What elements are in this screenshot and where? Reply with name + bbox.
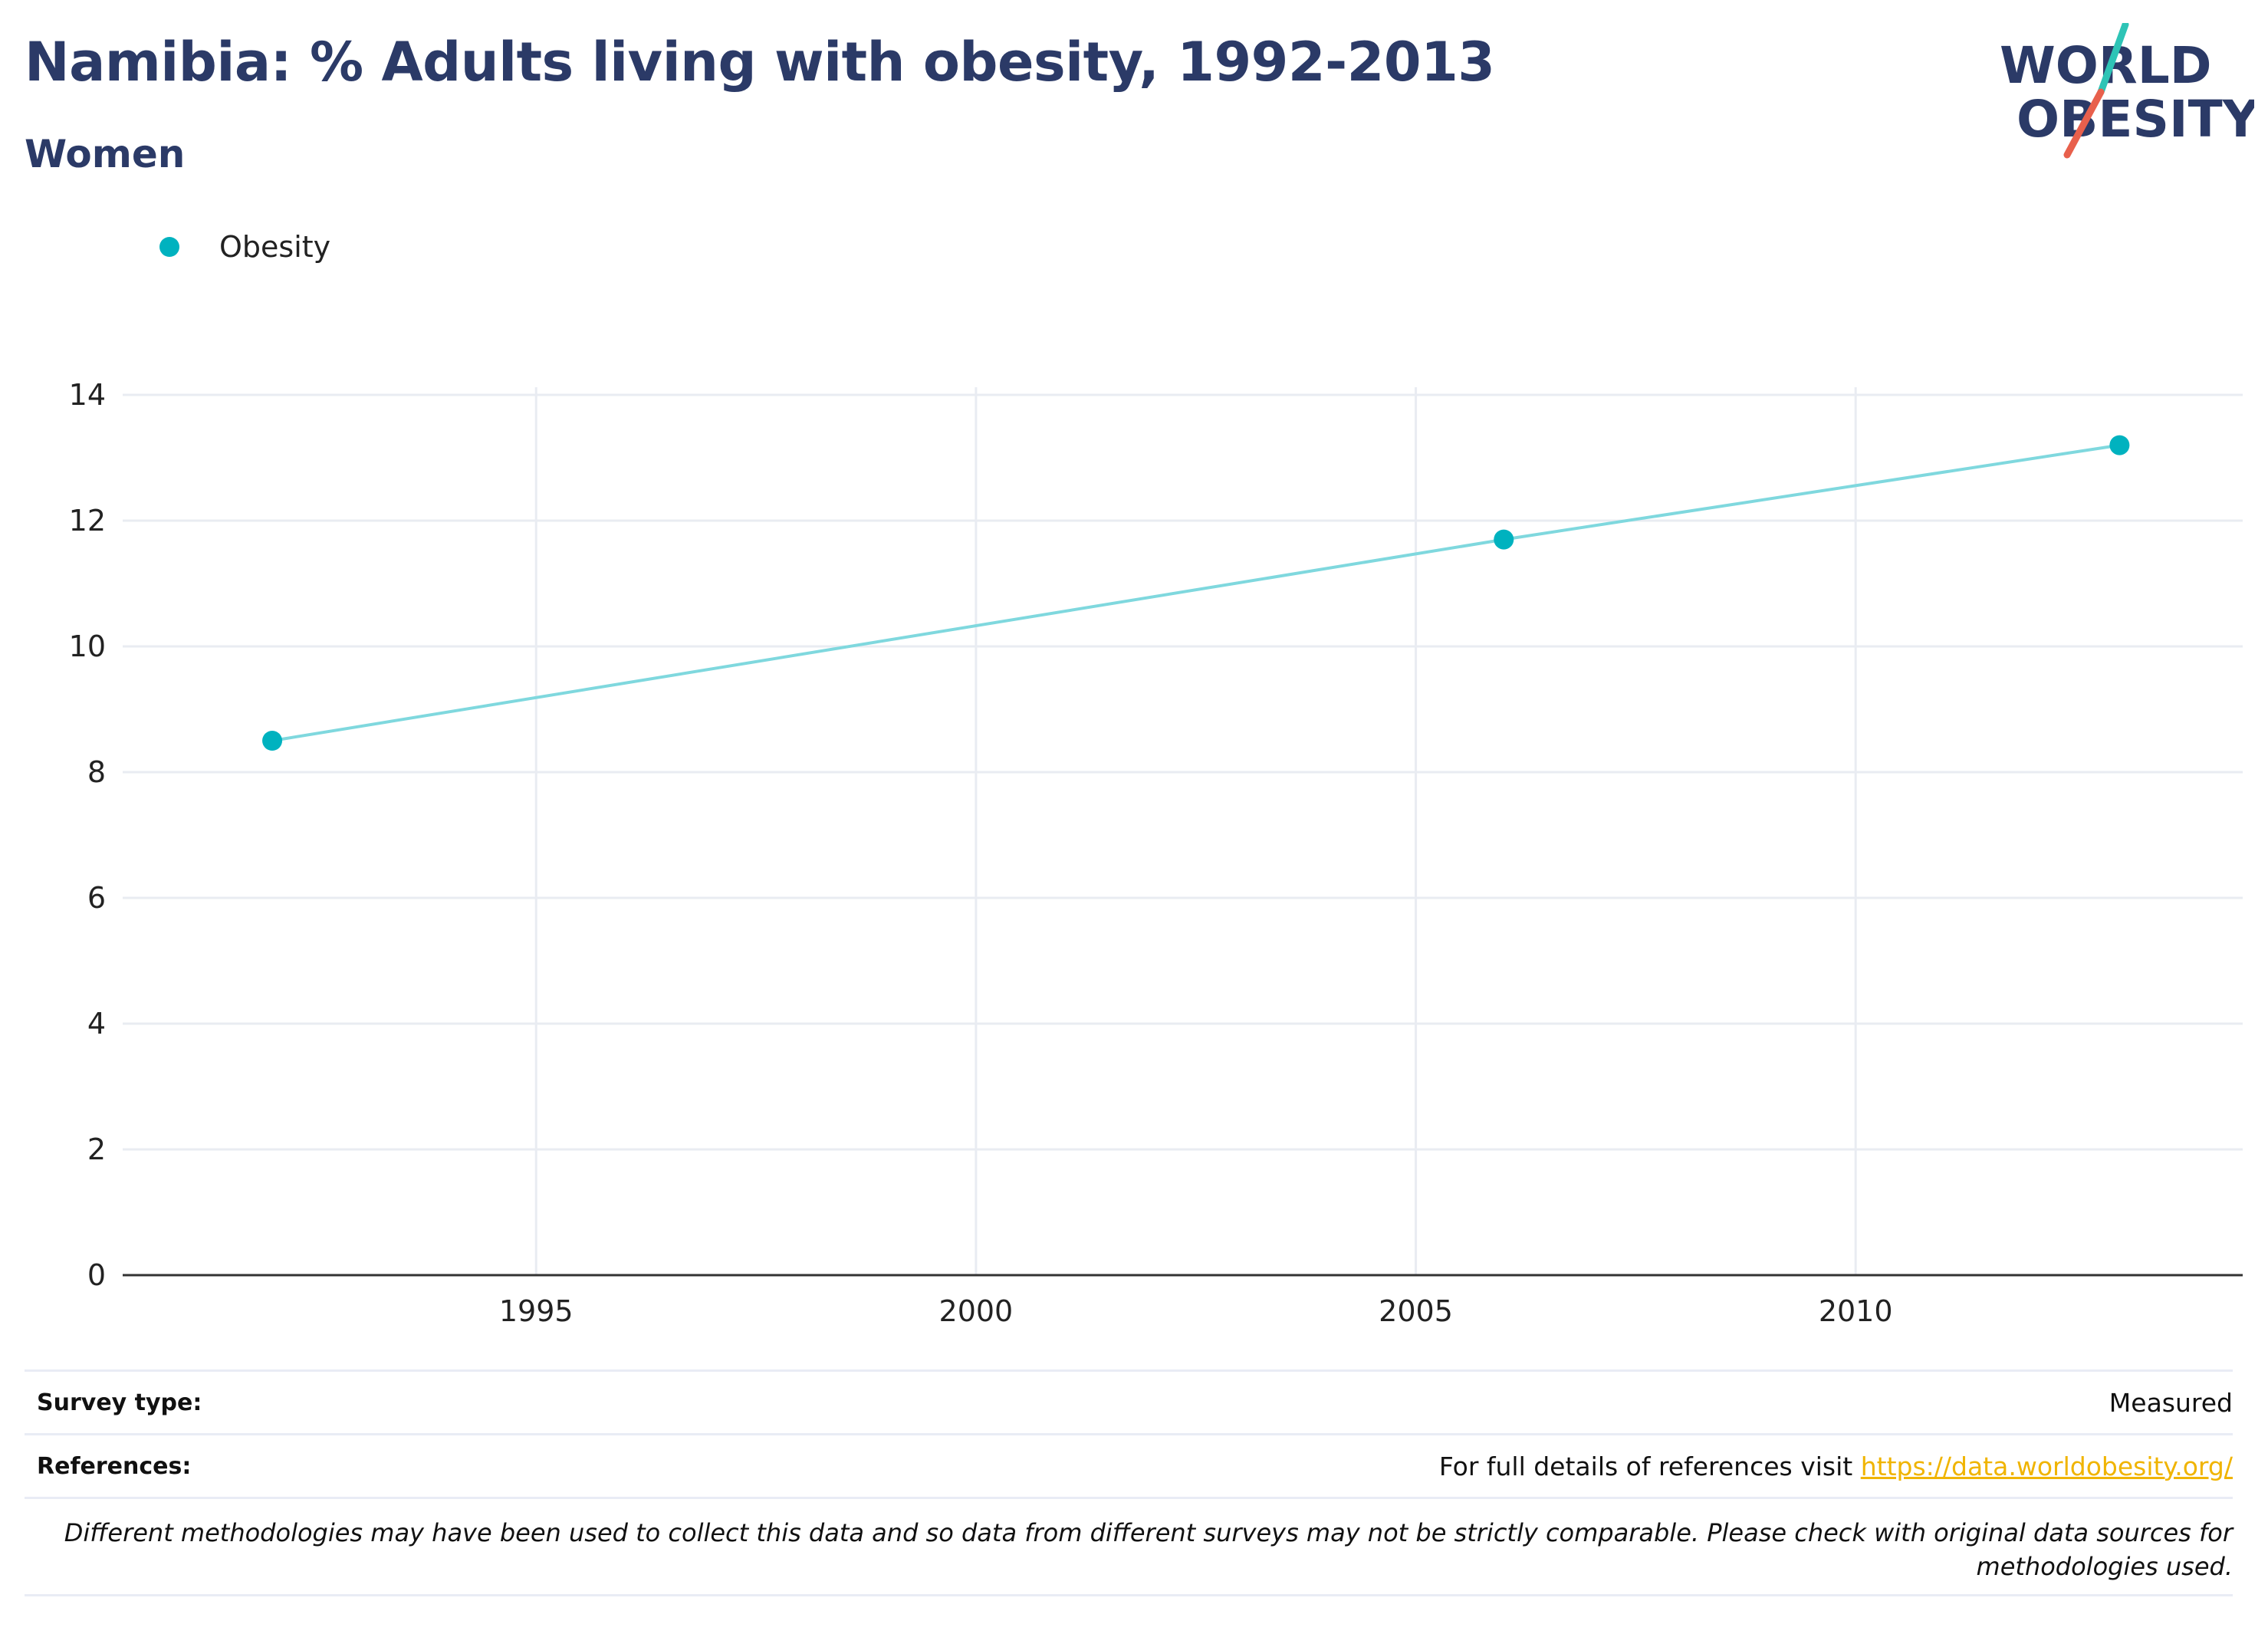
chart-legend: Obesity — [159, 230, 330, 264]
legend-label-obesity: Obesity — [219, 230, 331, 264]
survey-type-label: Survey type: — [37, 1389, 202, 1416]
x-tick-label: 2000 — [939, 1294, 1014, 1327]
y-tick-label: 2 — [87, 1133, 106, 1166]
logo-slash-teal — [2097, 23, 2129, 96]
logo-word-obesity: OBESITY — [2017, 90, 2254, 149]
y-tick-label: 6 — [87, 881, 106, 915]
data-point-obesity — [2109, 435, 2130, 455]
references-value: For full details of references visit htt… — [1439, 1452, 2233, 1481]
y-tick-label: 10 — [69, 630, 106, 663]
world-obesity-logo: WORLD OBESITY — [2000, 23, 2254, 159]
legend-marker-obesity — [159, 237, 179, 257]
data-point-obesity — [262, 731, 283, 751]
page-subtitle: Women — [25, 132, 186, 176]
x-tick-label: 2010 — [1819, 1294, 1893, 1327]
methodology-note: Different methodologies may have been us… — [25, 1499, 2233, 1596]
survey-type-row: Survey type: Measured — [25, 1372, 2233, 1435]
survey-type-value: Measured — [2109, 1387, 2233, 1418]
y-tick-label: 4 — [87, 1007, 106, 1041]
x-tick-label: 1995 — [499, 1294, 574, 1327]
references-label: References: — [37, 1452, 192, 1480]
series-line-obesity — [271, 443, 2120, 742]
info-table: Survey type: Measured References: For fu… — [25, 1369, 2233, 1596]
y-tick-label: 14 — [69, 378, 106, 412]
references-row: References: For full details of referenc… — [25, 1435, 2233, 1499]
data-point-obesity — [1494, 529, 1514, 550]
x-tick-label: 2005 — [1379, 1294, 1453, 1327]
y-tick-label: 12 — [69, 504, 106, 538]
y-tick-label: 8 — [87, 755, 106, 789]
references-link[interactable]: https://data.worldobesity.org/ — [1860, 1451, 2233, 1481]
line-chart: 0 2 4 6 8 10 12 14 1995 2000 2005 2010 — [69, 378, 2243, 1327]
y-tick-label: 0 — [87, 1258, 106, 1292]
references-text: For full details of references visit — [1438, 1451, 1861, 1481]
page-title: Namibia: % Adults living with obesity, 1… — [25, 31, 1495, 94]
logo-slash-coral — [2063, 88, 2105, 159]
